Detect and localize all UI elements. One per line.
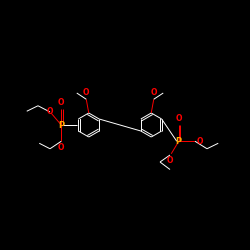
- Text: O: O: [197, 137, 203, 146]
- Text: P: P: [176, 137, 182, 146]
- Text: P: P: [58, 120, 64, 130]
- Text: O: O: [167, 156, 173, 165]
- Text: O: O: [150, 88, 157, 98]
- Text: O: O: [47, 107, 53, 116]
- Text: O: O: [83, 88, 89, 98]
- Text: O: O: [58, 143, 64, 152]
- Text: O: O: [176, 114, 182, 123]
- Text: O: O: [58, 98, 64, 107]
